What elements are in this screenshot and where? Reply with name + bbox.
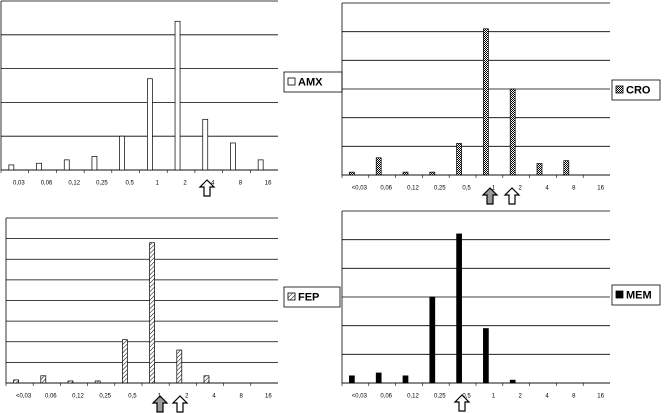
- x-tick-label: 4: [211, 181, 215, 187]
- arrow: [171, 395, 189, 413]
- x-tick-label: 0,12: [72, 394, 84, 400]
- bar: [94, 380, 101, 384]
- bar: [509, 88, 516, 176]
- arrow: [151, 395, 169, 413]
- bar: [36, 162, 42, 171]
- x-tick-label: 4: [212, 394, 216, 400]
- x-tick-label: 0,5: [128, 394, 137, 400]
- x-tick-label: 0,06: [45, 394, 57, 400]
- x-tick-label: 0,06: [380, 186, 392, 192]
- x-tick-label: 8: [572, 394, 576, 400]
- bar: [176, 349, 183, 384]
- bar: [203, 375, 210, 384]
- bar: [257, 159, 264, 171]
- x-tick-label: <0,03: [16, 394, 32, 400]
- bar: [119, 135, 126, 171]
- bar: [483, 328, 489, 384]
- bar: [349, 171, 355, 176]
- bar: [429, 171, 436, 176]
- bar: [91, 156, 98, 171]
- x-tick-label: 16: [265, 394, 272, 400]
- arrow: [198, 179, 216, 197]
- bar: [429, 296, 436, 384]
- arrow: [481, 187, 499, 205]
- bar: [402, 171, 409, 176]
- x-tick-label: 0,12: [407, 394, 419, 400]
- x-tick-label: 0,06: [380, 394, 392, 400]
- x-tick-label: 1: [492, 186, 496, 192]
- bar: [13, 379, 19, 384]
- bar: [483, 28, 489, 176]
- bar: [147, 78, 153, 171]
- x-tick-label: 0,12: [68, 181, 80, 187]
- x-tick-label: 4: [545, 394, 549, 400]
- x-tick-label: 16: [597, 186, 604, 192]
- x-tick-label: <0,03: [352, 186, 368, 192]
- bar: [563, 160, 570, 176]
- bar: [202, 118, 209, 171]
- legend-swatch: [287, 292, 296, 301]
- arrow: [503, 187, 521, 205]
- x-tick-label: 0,25: [99, 394, 111, 400]
- bar: [375, 372, 382, 384]
- x-tick-label: 0,06: [41, 181, 53, 187]
- bar: [67, 380, 74, 384]
- x-tick-label: 0,03: [13, 181, 25, 187]
- bar: [456, 233, 462, 384]
- x-tick-label: 0,25: [434, 186, 446, 192]
- bar: [509, 379, 516, 384]
- x-tick-label: 16: [265, 181, 272, 187]
- legend-swatch: [287, 77, 296, 86]
- bar: [174, 20, 181, 171]
- legend-label: AMX: [298, 76, 323, 88]
- bar: [536, 163, 543, 176]
- x-tick-label: 0,5: [125, 181, 134, 187]
- legend-box: [611, 79, 661, 101]
- x-tick-label: 0,25: [96, 181, 108, 187]
- bar: [402, 375, 409, 384]
- x-tick-label: <0,03: [352, 394, 368, 400]
- x-tick-label: 0,5: [462, 186, 471, 192]
- arrow: [453, 394, 471, 412]
- bar: [375, 157, 382, 176]
- x-tick-label: 1: [158, 394, 162, 400]
- bar: [122, 339, 128, 384]
- bar: [63, 159, 70, 171]
- legend-box: [283, 286, 341, 308]
- legend-label: CRO: [626, 84, 651, 96]
- bar: [149, 242, 155, 384]
- x-tick-label: 2: [519, 186, 523, 192]
- x-tick-label: 0,5: [462, 394, 471, 400]
- x-tick-label: 8: [239, 181, 243, 187]
- bar: [8, 164, 15, 171]
- x-tick-label: 16: [597, 394, 604, 400]
- bar: [456, 143, 462, 176]
- x-tick-label: 2: [183, 181, 187, 187]
- legend-swatch: [615, 85, 624, 94]
- legend-swatch: [615, 290, 624, 299]
- x-tick-label: 0,12: [407, 186, 419, 192]
- bar: [349, 375, 355, 384]
- bar: [40, 375, 47, 384]
- legend-box: [611, 284, 661, 306]
- arrows: [151, 179, 521, 413]
- legend-label: MEM: [626, 289, 652, 301]
- bar: [230, 142, 236, 171]
- x-tick-label: 4: [545, 186, 549, 192]
- x-tick-label: 1: [492, 394, 496, 400]
- x-tick-label: 0,25: [434, 394, 446, 400]
- x-tick-label: 2: [185, 394, 189, 400]
- x-tick-label: 2: [519, 394, 523, 400]
- x-tick-label: 8: [572, 186, 576, 192]
- legend-label: FEP: [298, 291, 319, 303]
- x-tick-label: 1: [156, 181, 160, 187]
- x-tick-label: 8: [240, 394, 244, 400]
